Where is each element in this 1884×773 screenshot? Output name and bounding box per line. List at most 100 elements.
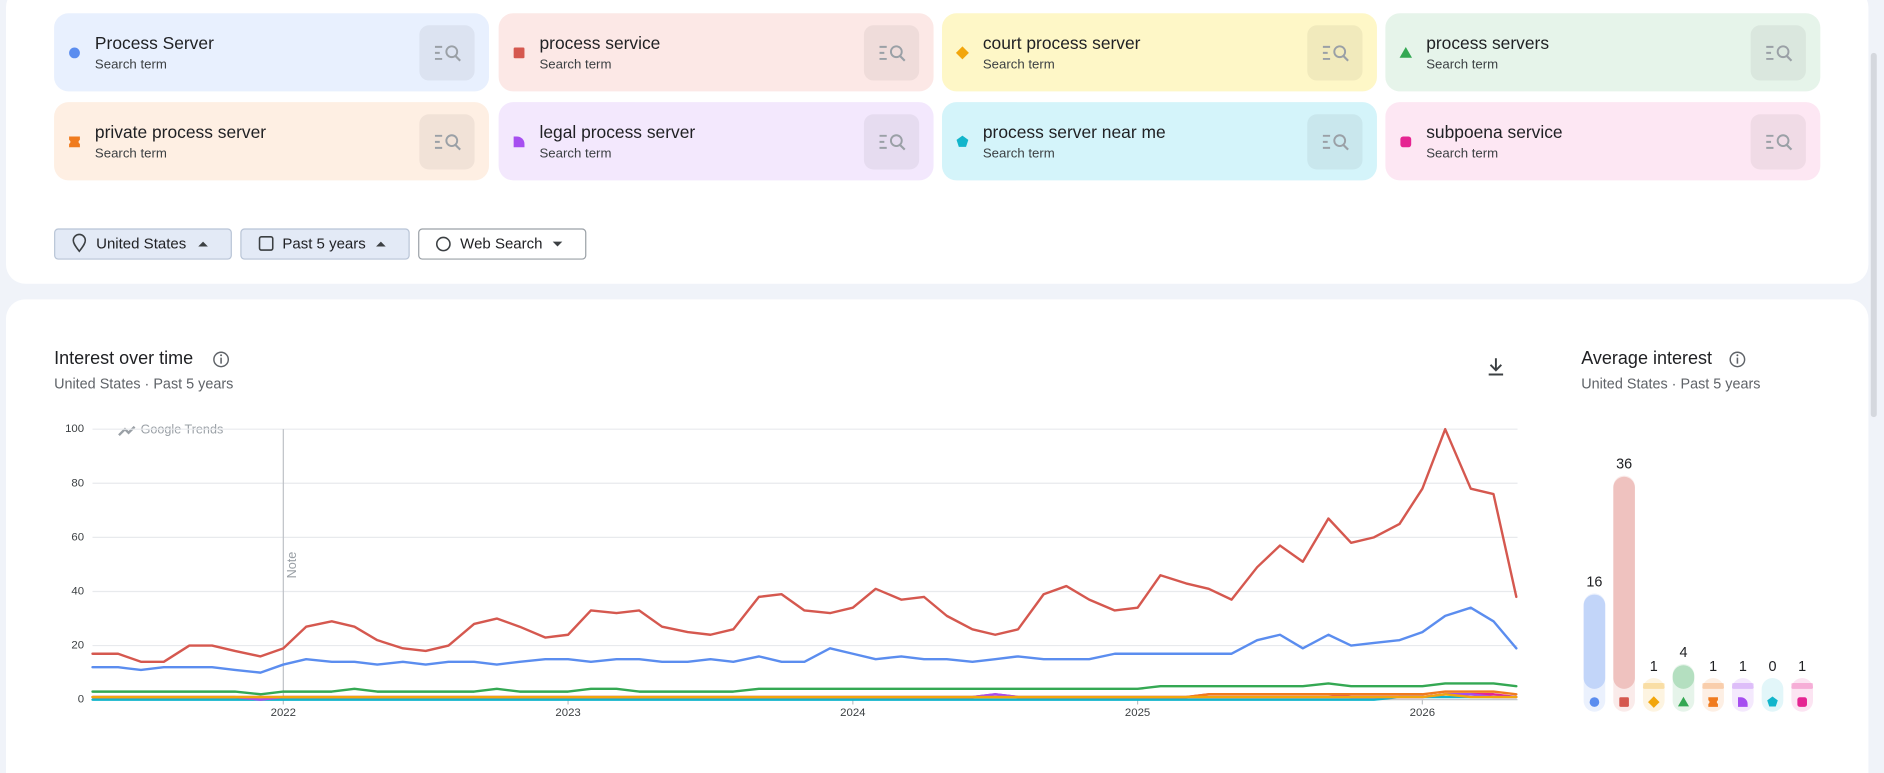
bar-chart-subtitle: United States · Past 5 years [1581,377,1760,393]
compare-icon [899,144,906,151]
x-tick-label: 2025 [1125,707,1150,719]
download-button[interactable] [1488,358,1504,376]
term-name: private process server [95,122,266,142]
term-type: Search term [1426,56,1498,71]
bar-value-label: 16 [1586,574,1602,590]
term-type: Search term [539,56,611,71]
legend-marker [1589,697,1600,707]
legend-marker [1619,697,1629,707]
filter-button[interactable]: United States [54,228,232,260]
filter-label: United States [96,236,186,253]
bar [1613,476,1635,689]
compare-icon [1342,144,1349,151]
compare-icon [1322,45,1331,60]
legend-marker [955,46,969,60]
series-line [91,427,1518,664]
legend-marker [513,136,525,148]
compare-icon [1776,134,1790,148]
bar-value-label: 4 [1679,645,1687,661]
term-card-bg [54,102,490,181]
location-icon [72,233,87,253]
bar [1583,594,1606,689]
filter-label: Web Search [460,236,542,253]
y-tick-label: 20 [71,640,84,652]
series-line [91,695,1518,701]
bar [1732,682,1754,689]
bar-value-label: 1 [1650,659,1658,675]
bar-bg [1702,678,1724,712]
info-icon[interactable] [1729,351,1746,368]
term-card[interactable]: process servers Search term [1385,13,1821,92]
compare-icon [1785,55,1793,62]
compare-icon [1785,144,1793,151]
compare-icon [445,134,459,148]
x-tick-label: 2023 [555,707,580,719]
term-card[interactable]: subpoena service Search term [1385,102,1821,181]
y-tick-label: 60 [71,531,84,543]
legend-marker [1797,697,1807,707]
compare-icon [1333,134,1347,148]
filter-button[interactable]: Past 5 years [240,228,410,260]
legend-marker [1767,696,1778,707]
y-tick-label: 0 [78,694,84,706]
filter-button[interactable]: Web Search [418,228,587,260]
term-type: Search term [983,145,1055,160]
legend-marker [69,136,80,148]
term-type: Search term [983,56,1055,71]
bar-bg [1791,678,1813,712]
filter-bg [418,228,587,260]
bar-value-label: 1 [1739,659,1747,675]
term-card[interactable]: legal process server Search term [498,102,934,181]
term-name: legal process server [539,122,695,142]
legend-marker [1399,46,1413,58]
filter-label: Past 5 years [282,236,365,253]
bar-value-label: 36 [1616,457,1632,473]
info-icon[interactable] [213,351,230,368]
scrollbar [1870,52,1877,418]
term-card-bg [498,102,934,181]
term-name: process service [539,33,660,53]
calendar-icon [258,236,274,251]
dropdown-arrow [198,241,208,247]
chart-panel [6,299,1869,773]
term-card[interactable]: process server near me Search term [942,102,1377,181]
note-label: Note [285,552,299,579]
series-line [91,606,1518,674]
bar-value-label: 0 [1768,659,1776,675]
term-card[interactable]: Process Server Search term [54,13,490,92]
x-tick-label: 2026 [1410,707,1435,719]
legend-marker [1677,696,1689,707]
compare-icon [1766,45,1774,60]
compare-icon [1342,55,1349,62]
legend-marker [1738,697,1748,707]
compare-icon [899,55,906,62]
compare-icon [445,45,459,59]
bar-chart-title: Average interest [1581,348,1712,368]
bar-bg [1732,678,1754,712]
filter-bg [240,228,410,260]
bar [1642,682,1665,689]
term-card[interactable]: court process server Search term [942,13,1377,92]
term-name: Process Server [95,33,214,53]
bar [1791,682,1813,689]
legend-marker [956,135,969,147]
term-type: Search term [95,145,167,160]
compare-icon [1322,134,1331,149]
compare-icon [454,55,461,62]
y-tick-label: 80 [71,477,84,489]
bar-bg [1613,475,1635,712]
term-name: subpoena service [1426,122,1562,142]
term-card[interactable]: process service Search term [498,13,934,92]
compare-icon [879,45,887,60]
term-card-bg [942,13,1377,92]
chart-subtitle: United States · Past 5 years [54,377,233,393]
term-card[interactable]: private process server Search term [54,102,490,181]
term-card-bg [498,13,934,92]
dropdown-arrow [552,241,563,247]
series-line [91,693,1518,699]
filter-bg [54,228,232,260]
x-tick-label: 2022 [271,707,296,719]
term-card-bg [1385,13,1821,92]
compare-icon [1766,134,1774,149]
